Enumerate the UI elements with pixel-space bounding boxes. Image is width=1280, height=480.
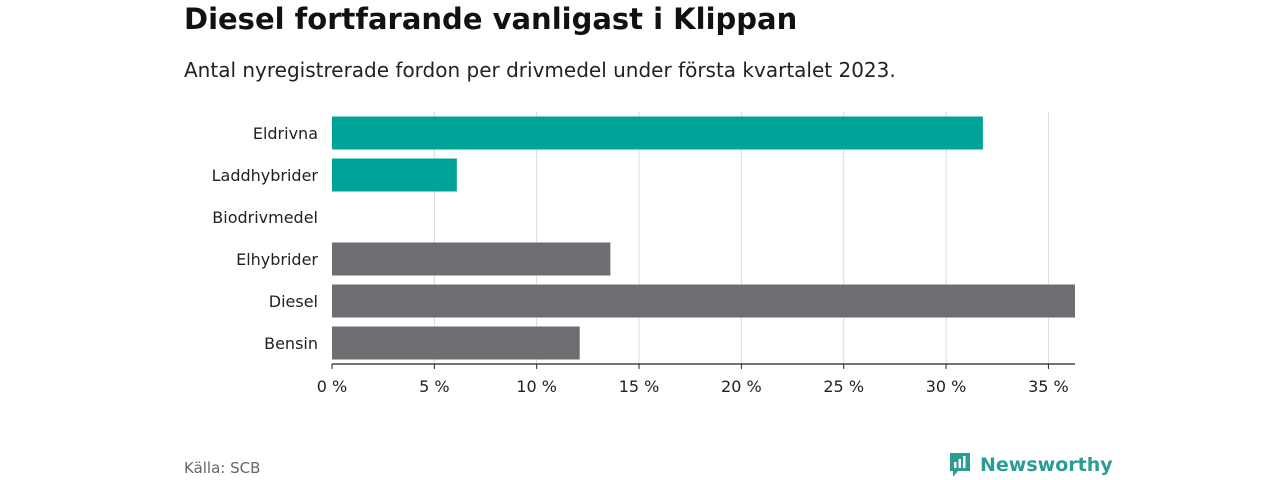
newsworthy-logo-icon bbox=[950, 453, 970, 477]
x-tick-label: 20 % bbox=[721, 377, 762, 396]
newsworthy-logo[interactable]: Newsworthy bbox=[948, 450, 1113, 480]
bar-laddhybrider bbox=[332, 158, 457, 192]
category-label: Eldrivna bbox=[253, 124, 318, 143]
x-tick-label: 25 % bbox=[823, 377, 864, 396]
bar-bensin bbox=[332, 326, 580, 360]
source-note: Källa: SCB bbox=[184, 459, 261, 477]
category-label: Elhybrider bbox=[236, 250, 318, 269]
x-tick-label: 15 % bbox=[619, 377, 660, 396]
x-tick-label: 10 % bbox=[516, 377, 557, 396]
chart-title: Diesel fortfarande vanligast i Klippan bbox=[184, 2, 798, 36]
category-label: Bensin bbox=[264, 334, 318, 353]
x-tick-label: 35 % bbox=[1028, 377, 1069, 396]
bar-eldrivna bbox=[332, 116, 983, 150]
x-tick-label: 5 % bbox=[419, 377, 449, 396]
bar-diesel bbox=[332, 284, 1075, 318]
bar-elhybrider bbox=[332, 242, 611, 276]
category-label: Biodrivmedel bbox=[212, 208, 318, 227]
category-label: Laddhybrider bbox=[212, 166, 319, 185]
brand-name: Newsworthy bbox=[980, 454, 1113, 476]
x-tick-label: 0 % bbox=[317, 377, 347, 396]
category-label: Diesel bbox=[269, 292, 318, 311]
chart-subtitle: Antal nyregistrerade fordon per drivmede… bbox=[184, 58, 896, 82]
x-tick-label: 30 % bbox=[926, 377, 967, 396]
